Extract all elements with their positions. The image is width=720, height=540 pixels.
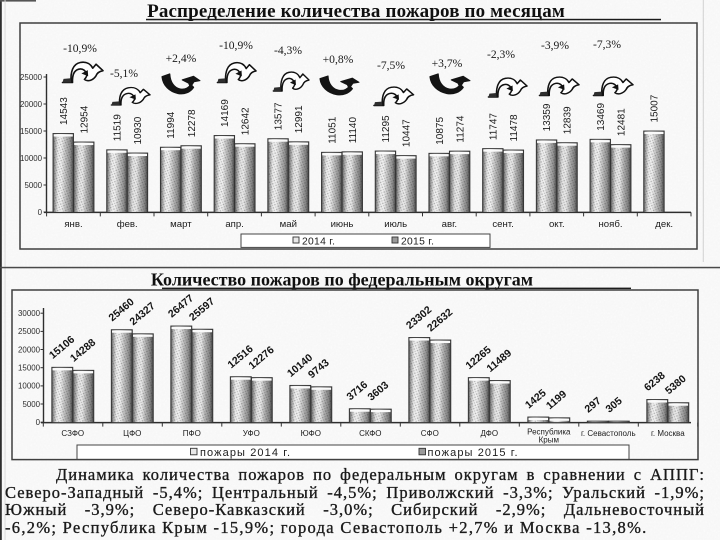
svg-text:12839: 12839 xyxy=(563,106,574,134)
svg-text:14169: 14169 xyxy=(220,99,231,127)
svg-text:15000: 15000 xyxy=(20,127,43,136)
svg-text:апр.: апр. xyxy=(225,219,244,230)
svg-text:+2,4%: +2,4% xyxy=(166,52,197,65)
svg-text:г. Севастополь: г. Севастополь xyxy=(581,429,636,438)
svg-text:ДФО: ДФО xyxy=(481,429,499,438)
svg-text:авг.: авг. xyxy=(442,219,457,230)
svg-text:11519: 11519 xyxy=(113,114,124,142)
svg-text:-10,9%: -10,9% xyxy=(219,39,253,52)
svg-text:13469: 13469 xyxy=(596,103,607,131)
svg-text:окт.: окт. xyxy=(549,219,565,230)
svg-text:12991: 12991 xyxy=(294,105,305,133)
svg-text:-3,9%: -3,9% xyxy=(541,39,569,52)
svg-text:Республика: Республика xyxy=(527,428,571,437)
svg-text:июль: июль xyxy=(384,219,407,230)
svg-text:фев.: фев. xyxy=(117,219,138,230)
svg-text:10875: 10875 xyxy=(435,117,446,145)
svg-text:30000: 30000 xyxy=(18,309,41,318)
svg-text:Количество пожаров по федераль: Количество пожаров по федеральным округа… xyxy=(151,270,533,290)
svg-text:15000: 15000 xyxy=(18,364,41,373)
svg-text:ПФО: ПФО xyxy=(183,429,201,438)
svg-text:12954: 12954 xyxy=(79,105,90,133)
svg-text:10930: 10930 xyxy=(133,116,144,144)
svg-text:Крым: Крым xyxy=(539,436,559,445)
svg-text:13577: 13577 xyxy=(274,102,285,130)
svg-text:-7,5%: -7,5% xyxy=(377,59,405,72)
svg-text:-10,9%: -10,9% xyxy=(63,42,97,55)
svg-text:5000: 5000 xyxy=(24,181,42,190)
svg-text:г. Москва: г. Москва xyxy=(651,429,685,438)
svg-text:25000: 25000 xyxy=(20,73,43,82)
svg-text:11274: 11274 xyxy=(455,115,466,143)
svg-text:ЮФО: ЮФО xyxy=(301,429,321,438)
svg-text:май: май xyxy=(280,219,297,230)
svg-text:12278: 12278 xyxy=(187,109,198,137)
svg-text:-2,3%: -2,3% xyxy=(487,48,515,61)
svg-text:-4,3%: -4,3% xyxy=(274,44,302,57)
svg-text:20000: 20000 xyxy=(20,100,43,109)
svg-text:Распределение количества пожар: Распределение количества пожаров по меся… xyxy=(147,1,565,22)
svg-text:10000: 10000 xyxy=(18,382,41,391)
svg-text:0: 0 xyxy=(38,208,43,217)
svg-text:СФО: СФО xyxy=(421,429,439,438)
svg-text:11747: 11747 xyxy=(489,113,500,141)
svg-text:СЗФО: СЗФО xyxy=(61,429,84,438)
svg-text:0: 0 xyxy=(36,418,41,427)
svg-text:-5,1%: -5,1% xyxy=(110,67,138,80)
svg-text:сент.: сент. xyxy=(492,219,513,230)
svg-text:13359: 13359 xyxy=(542,103,553,131)
svg-text:14543: 14543 xyxy=(59,97,70,125)
svg-text:УФО: УФО xyxy=(243,429,260,438)
svg-text:СКФО: СКФО xyxy=(359,429,381,438)
svg-text:11478: 11478 xyxy=(509,114,520,142)
svg-text:нояб.: нояб. xyxy=(599,219,623,230)
svg-text:2015 г.: 2015 г. xyxy=(401,237,434,248)
svg-text:5000: 5000 xyxy=(22,400,40,409)
svg-text:11994: 11994 xyxy=(166,111,177,139)
svg-text:10000: 10000 xyxy=(20,154,43,163)
svg-text:-7,3%: -7,3% xyxy=(593,38,621,51)
svg-text:дек.: дек. xyxy=(655,219,673,230)
svg-text:12481: 12481 xyxy=(616,108,627,136)
svg-text:ЦФО: ЦФО xyxy=(123,429,141,438)
svg-text:25000: 25000 xyxy=(18,327,41,336)
svg-text:2014 г.: 2014 г. xyxy=(302,237,335,248)
svg-text:20000: 20000 xyxy=(18,345,41,354)
svg-text:11051: 11051 xyxy=(327,116,338,144)
svg-text:10447: 10447 xyxy=(402,119,413,147)
svg-text:+3,7%: +3,7% xyxy=(432,57,463,70)
svg-text:15007: 15007 xyxy=(650,94,661,122)
svg-text:11140: 11140 xyxy=(348,117,359,144)
svg-text:11295: 11295 xyxy=(381,115,392,143)
svg-text:март: март xyxy=(170,219,192,230)
svg-text:пожары 2015 г.: пожары 2015 г. xyxy=(428,447,519,459)
svg-text:июнь: июнь xyxy=(331,219,354,230)
svg-text:12642: 12642 xyxy=(241,107,252,135)
svg-text:пожары 2014 г.: пожары 2014 г. xyxy=(200,447,291,459)
svg-text:+0,8%: +0,8% xyxy=(323,53,354,66)
svg-text:янв.: янв. xyxy=(64,219,82,230)
